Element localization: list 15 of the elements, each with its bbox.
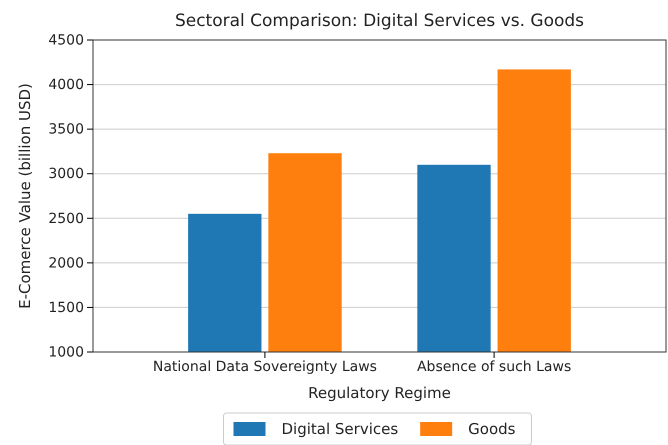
x-tick-label: National Data Sovereignty Laws [152,358,377,375]
y-axis-title: E-Comerce Value (billion USD) [16,83,34,309]
y-tick-label: 1000 [48,344,84,360]
chart-title: Sectoral Comparison: Digital Services vs. Goods [174,11,584,31]
y-tick-label: 2500 [48,210,84,227]
y-tick-label: 2000 [48,255,84,272]
y-tick-label: 1500 [48,300,84,316]
y-tick-label: 3500 [48,122,84,138]
x-axis-title: Regulatory Regime [308,384,451,402]
legend-label: Digital Services [282,420,398,438]
y-tick-label: 3000 [48,166,84,182]
legend-label: Goods [468,420,516,438]
x-tick-label: Absence of such Laws [416,358,572,375]
y-tick-label: 4000 [48,77,84,94]
y-tick-label: 4500 [48,32,84,48]
